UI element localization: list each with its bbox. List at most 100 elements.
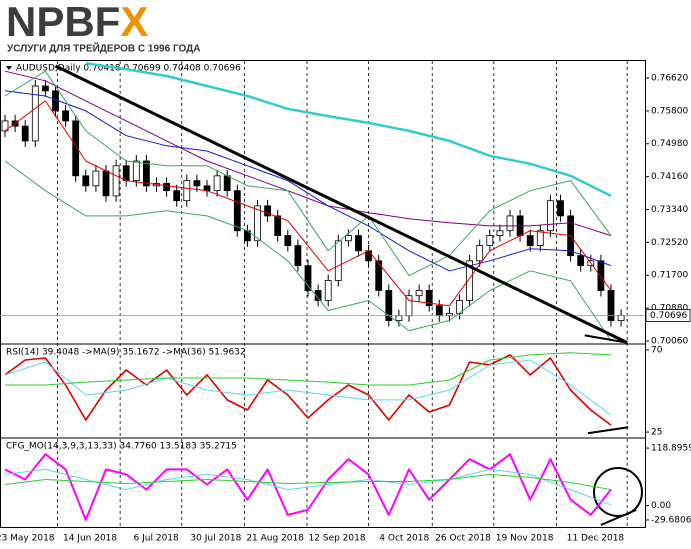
series-line: [4, 359, 612, 416]
candle-body: [395, 315, 403, 321]
candle-body: [435, 305, 443, 317]
candle-body: [294, 245, 302, 267]
candle-body: [102, 170, 110, 197]
highlight-circle: [593, 467, 643, 517]
tagline: УСЛУГИ ДЛЯ ТРЕЙДЕРОВ С 1996 ГОДА: [7, 42, 200, 55]
candle-body: [92, 170, 100, 187]
symbol-marker: [6, 66, 12, 70]
series-line: [4, 90, 612, 272]
candle-body: [415, 290, 423, 297]
candle-body: [42, 85, 49, 92]
candle-body: [264, 205, 272, 217]
candle-body: [607, 290, 615, 321]
candle-body: [466, 260, 474, 301]
x-tick-label: 4 Oct 2018: [379, 534, 429, 544]
candle-body: [21, 125, 29, 142]
series-line: [4, 468, 612, 506]
y-tick-label: 0.74980: [651, 139, 688, 149]
candle-body: [557, 200, 564, 217]
y-tick-label: 0.71700: [651, 271, 688, 281]
series-line: [4, 453, 612, 521]
candle-body: [385, 290, 393, 321]
candle-body: [425, 290, 433, 307]
candle-body: [355, 235, 362, 252]
y-tick-label: 118.8959: [651, 444, 691, 454]
candle-body: [82, 175, 90, 187]
candle-body: [274, 215, 282, 236]
logo-main: NPBF: [6, 0, 120, 45]
candle-body: [506, 215, 514, 232]
candle-body: [284, 235, 292, 246]
series-line: [85, 61, 612, 198]
panel-title: RSI(14) 39.4048 ->MA(9) 35.1672 ->MA(36)…: [6, 348, 246, 358]
x-tick-label: 23 May 2018: [0, 534, 55, 544]
y-tick-label: 0.74160: [651, 172, 688, 182]
trendline: [54, 64, 628, 344]
candle-body: [254, 205, 261, 242]
candle-body: [597, 260, 605, 291]
x-tick-label: 30 Jul 2018: [190, 534, 241, 544]
series-line: [4, 100, 612, 307]
x-tick-label: 6 Jul 2018: [134, 534, 179, 544]
candle-body: [193, 180, 201, 187]
candle-body: [183, 180, 191, 202]
candle-body: [526, 235, 534, 246]
candle-body: [334, 240, 342, 281]
candle-body: [233, 190, 241, 232]
candle-body: [31, 85, 39, 142]
x-tick-label: 12 Sep 2018: [309, 534, 366, 544]
current-price-box: [645, 309, 691, 322]
candle-body: [142, 160, 150, 187]
candle-body: [72, 120, 80, 177]
candle-body: [496, 230, 504, 236]
trendline: [600, 508, 637, 526]
x-tick-label: 26 Oct 2018: [435, 534, 491, 544]
y-tick-label: 0.75800: [651, 106, 688, 116]
candle-body: [476, 245, 484, 262]
candle-body: [132, 160, 140, 182]
panel-title: CFG_MO(14,3,9,3,13,33) 34.7760 13.5183 3…: [6, 442, 237, 452]
candle-body: [1, 120, 9, 132]
y-tick-label: 0.00: [651, 501, 671, 511]
candle-body: [375, 260, 383, 291]
candle-body: [112, 165, 120, 197]
candle-body: [344, 235, 352, 242]
current-price-label: 0.70696: [650, 311, 687, 321]
frame: [0, 60, 646, 528]
candle-body: [163, 183, 171, 192]
candle-body: [173, 190, 181, 202]
candle-body: [547, 200, 554, 232]
y-tick-label: 0.70060: [651, 336, 688, 346]
series-line: [4, 70, 612, 277]
x-tick-label: 14 Jun 2018: [63, 534, 117, 544]
y-tick-label: 0.73340: [651, 205, 688, 215]
candle-body: [324, 280, 332, 301]
series-line: [4, 70, 612, 237]
candle-body: [304, 265, 312, 291]
candle-body: [617, 314, 625, 321]
y-tick-label: 0.72520: [651, 238, 688, 248]
series-line: [4, 354, 612, 426]
y-tick-label: -29.6806: [651, 515, 691, 525]
candle-body: [314, 290, 322, 301]
x-tick-label: 11 Dec 2018: [567, 534, 625, 544]
y-tick-label: 0.70880: [651, 304, 688, 314]
trendline: [584, 334, 628, 344]
candle-body: [486, 235, 494, 246]
candle-body: [577, 255, 585, 267]
candle-body: [122, 165, 130, 182]
y-tick-label: 0.76620: [651, 73, 688, 83]
candle-body: [203, 185, 211, 192]
series-line: [4, 473, 612, 491]
candle-body: [213, 175, 221, 192]
candle-body: [536, 230, 544, 246]
trendline: [587, 426, 629, 435]
candle-body: [62, 110, 69, 122]
candle-body: [223, 175, 231, 192]
y-tick-label: 70: [651, 345, 663, 355]
x-tick-label: 19 Nov 2018: [496, 534, 554, 544]
logo: NPBFX: [6, 0, 148, 45]
logo-accent: X: [120, 0, 148, 45]
